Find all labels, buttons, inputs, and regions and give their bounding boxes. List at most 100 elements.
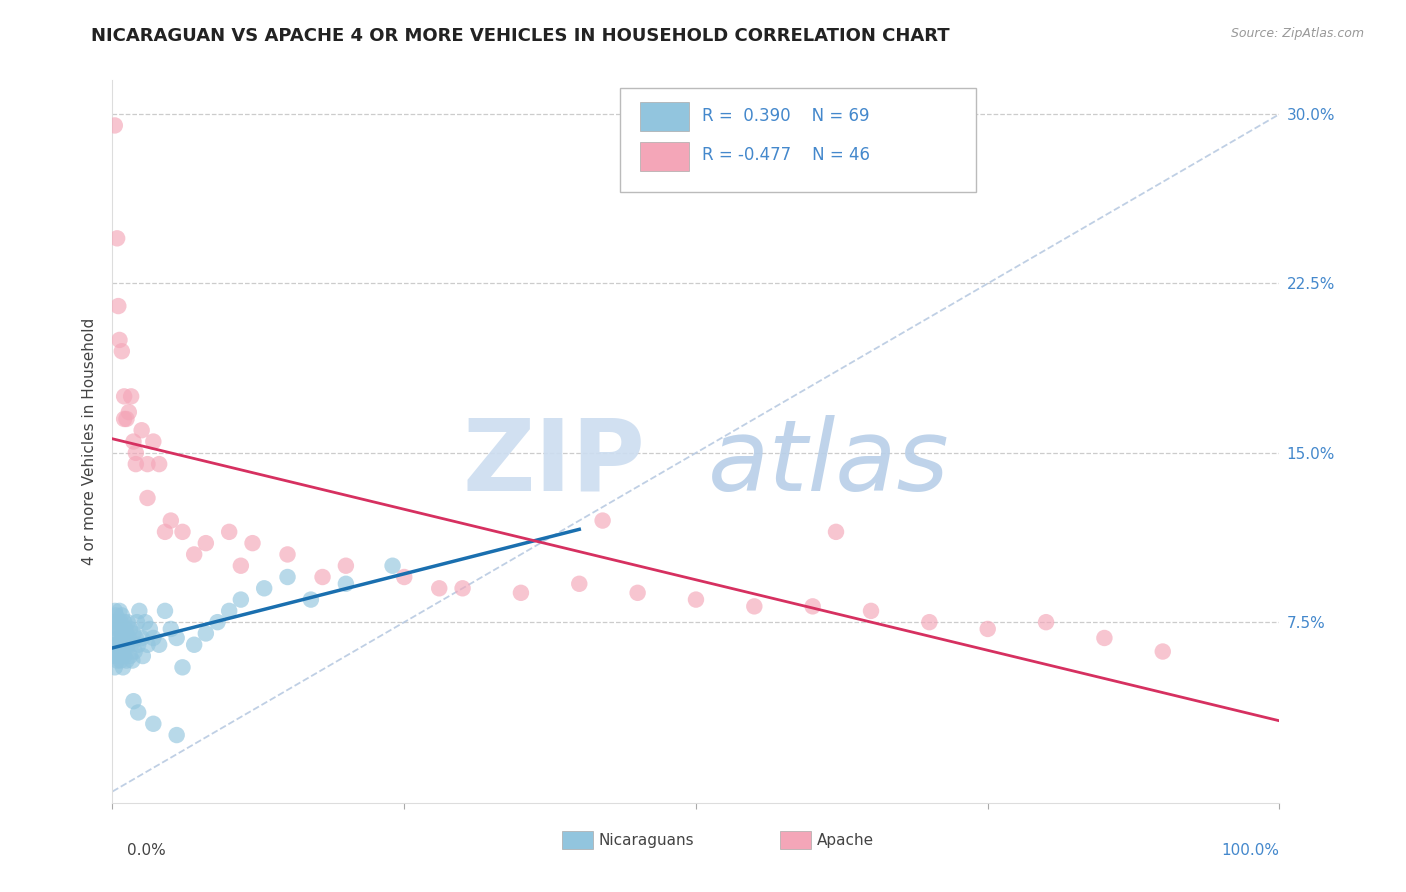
Point <box>160 514 183 528</box>
Point <box>112 648 135 663</box>
FancyBboxPatch shape <box>640 142 689 170</box>
Point <box>142 716 165 731</box>
Point <box>136 638 159 652</box>
Point <box>125 615 148 630</box>
Point <box>128 604 150 618</box>
Point <box>115 626 138 640</box>
Point <box>685 592 707 607</box>
Point <box>107 648 129 663</box>
Point <box>568 576 591 591</box>
Text: 100.0%: 100.0% <box>1222 843 1279 858</box>
Point <box>117 638 139 652</box>
Point <box>118 405 141 419</box>
Point <box>136 457 159 471</box>
Point <box>194 626 217 640</box>
Point <box>801 599 824 614</box>
Point <box>229 558 252 573</box>
Point <box>104 638 127 652</box>
Point <box>108 333 131 347</box>
Point <box>276 548 298 562</box>
Point <box>153 524 176 539</box>
Point <box>229 592 252 607</box>
Point <box>110 654 132 668</box>
Point <box>112 412 135 426</box>
Point <box>183 548 205 562</box>
Point <box>107 615 129 630</box>
Point <box>105 231 128 245</box>
Point <box>148 638 170 652</box>
Point <box>335 576 357 591</box>
Point <box>860 604 883 618</box>
Point <box>104 626 127 640</box>
Point <box>276 570 298 584</box>
Point <box>104 604 127 618</box>
Point <box>115 654 138 668</box>
Point <box>103 615 125 630</box>
Point <box>114 622 136 636</box>
Point <box>108 604 131 618</box>
Point <box>104 660 127 674</box>
Point <box>592 514 614 528</box>
Point <box>134 615 156 630</box>
Point <box>218 604 240 618</box>
Point <box>104 119 127 133</box>
FancyBboxPatch shape <box>640 102 689 131</box>
Point <box>918 615 941 630</box>
Point <box>111 626 134 640</box>
Point <box>153 604 176 618</box>
Point <box>114 638 136 652</box>
Point <box>105 622 128 636</box>
Point <box>127 706 149 720</box>
Point <box>121 654 143 668</box>
Point <box>1094 631 1116 645</box>
Text: Apache: Apache <box>817 833 875 847</box>
Point <box>125 457 148 471</box>
Point <box>509 586 531 600</box>
Point <box>112 389 135 403</box>
Point <box>120 638 142 652</box>
Point <box>311 570 333 584</box>
Point <box>118 631 141 645</box>
Text: ZIP: ZIP <box>463 415 645 512</box>
Point <box>125 631 148 645</box>
Point <box>111 344 134 359</box>
Point <box>627 586 650 600</box>
Point <box>381 558 404 573</box>
Point <box>118 622 141 636</box>
Point <box>825 524 848 539</box>
Text: R = -0.477    N = 46: R = -0.477 N = 46 <box>702 146 870 164</box>
Text: Nicaraguans: Nicaraguans <box>599 833 695 847</box>
Point <box>139 622 162 636</box>
Text: atlas: atlas <box>707 415 949 512</box>
Point <box>132 648 155 663</box>
Text: NICARAGUAN VS APACHE 4 OR MORE VEHICLES IN HOUSEHOLD CORRELATION CHART: NICARAGUAN VS APACHE 4 OR MORE VEHICLES … <box>91 27 950 45</box>
Point <box>103 648 125 663</box>
Point <box>166 728 188 742</box>
Point <box>744 599 766 614</box>
Point <box>107 299 129 313</box>
Point <box>172 660 194 674</box>
Point <box>108 622 131 636</box>
Point <box>427 582 450 596</box>
Text: 0.0%: 0.0% <box>127 843 166 858</box>
Point <box>118 648 141 663</box>
Point <box>299 592 322 607</box>
Point <box>117 615 139 630</box>
Point <box>127 638 149 652</box>
Y-axis label: 4 or more Vehicles in Household: 4 or more Vehicles in Household <box>82 318 97 566</box>
Point <box>335 558 357 573</box>
Point <box>120 389 142 403</box>
Point <box>172 524 194 539</box>
Point <box>122 694 145 708</box>
Point <box>131 423 153 437</box>
Point <box>142 434 165 449</box>
Point <box>105 638 128 652</box>
Point <box>124 644 146 658</box>
FancyBboxPatch shape <box>620 87 976 193</box>
Point <box>111 608 134 623</box>
Point <box>111 631 134 645</box>
Text: Source: ZipAtlas.com: Source: ZipAtlas.com <box>1230 27 1364 40</box>
Point <box>136 491 159 505</box>
Point <box>105 654 128 668</box>
Point <box>110 615 132 630</box>
